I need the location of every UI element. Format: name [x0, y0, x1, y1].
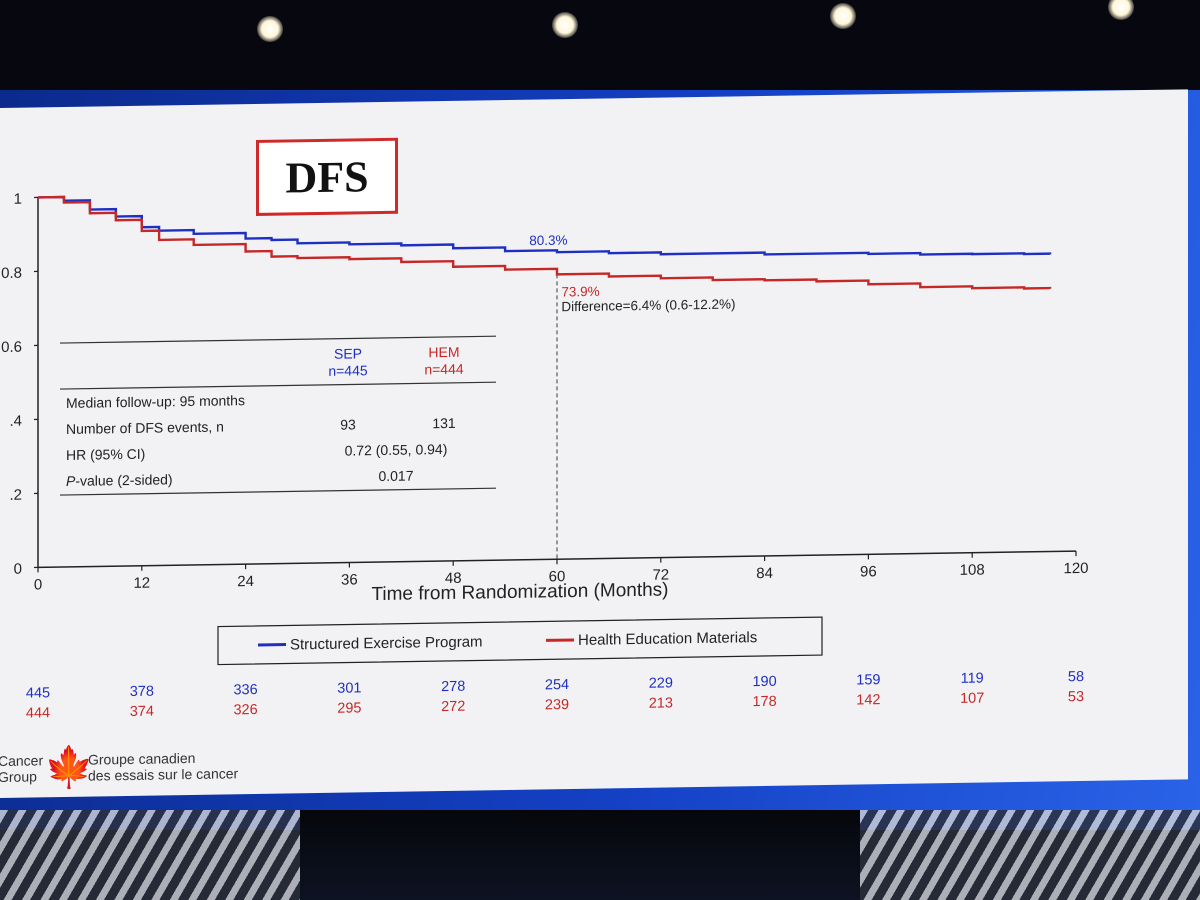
y-tick-label: 1 — [14, 191, 22, 208]
at-risk-sep: 229 — [649, 675, 673, 691]
at-risk-sep: 159 — [856, 672, 880, 688]
at-risk-sep: 445 — [26, 685, 50, 701]
cctg-logo: Cancer Group 🍁 Groupe canadien des essai… — [0, 738, 320, 803]
at-risk-hem: 444 — [26, 705, 50, 721]
at-risk-sep: 58 — [1068, 669, 1084, 685]
curve-annotation: 73.9% — [561, 284, 599, 300]
maple-leaf-icon: 🍁 — [44, 745, 94, 791]
ceiling-light — [257, 16, 283, 42]
at-risk-sep: 278 — [441, 679, 465, 695]
table-events-hem: 131 — [432, 415, 456, 431]
x-tick-label: 36 — [341, 571, 358, 588]
x-tick-label: 72 — [652, 566, 669, 583]
at-risk-hem: 178 — [752, 694, 776, 710]
y-tick-label: 0.8 — [1, 265, 22, 282]
x-tick-label: 12 — [133, 575, 150, 592]
at-risk-hem: 53 — [1068, 689, 1084, 705]
stage-floor — [300, 810, 860, 900]
legend-label-sep: Structured Exercise Program — [290, 633, 483, 653]
logo-right-line2: des essais sur le cancer — [88, 765, 239, 784]
stage-rail-left — [0, 810, 300, 900]
x-tick-label: 60 — [549, 568, 566, 585]
table-hr-value: 0.72 (0.55, 0.94) — [345, 441, 448, 459]
table-rule-bottom — [60, 487, 496, 496]
survival-curves — [38, 195, 1052, 290]
table-header-sep: SEP — [334, 345, 362, 361]
stats-table: SEP n=445 HEM n=444 Median follow-up: 95… — [60, 335, 496, 496]
at-risk-sep: 190 — [752, 674, 776, 690]
table-rule-header — [60, 381, 496, 390]
at-risk-hem: 239 — [545, 697, 569, 713]
at-risk-hem: 213 — [649, 695, 673, 711]
logo-left-line1: Cancer — [0, 752, 44, 770]
number-at-risk: 445 444 378 374 336 326 301 295 278 272 254 239 229 2… — [26, 669, 1084, 722]
ceiling-light — [552, 12, 578, 38]
table-p-value: 0.017 — [378, 468, 413, 485]
at-risk-sep: 336 — [233, 682, 257, 698]
presentation-slide: DFS 0.2.4 0.6 0.8 1 0 12 24 36 48 60 72 84 96 108 120… — [0, 89, 1188, 798]
logo-text-right: Groupe canadien des essais sur le cancer — [88, 749, 239, 784]
at-risk-sep: 301 — [337, 680, 361, 696]
y-ticks: 0 .2 .4 0.6 0.8 1 — [1, 191, 38, 578]
table-header-sep-n: n=445 — [328, 362, 368, 379]
x-tick-label: 24 — [237, 573, 254, 590]
stage-rail-right — [860, 810, 1200, 900]
y-tick-label: .2 — [9, 487, 22, 504]
table-p-label: P-value (2-sided) — [66, 471, 173, 489]
legend: Structured Exercise Program Health Educa… — [217, 616, 823, 666]
curve-annotation: Difference=6.4% (0.6-12.2%) — [561, 297, 735, 315]
at-risk-hem: 295 — [337, 700, 361, 716]
at-risk-hem: 326 — [233, 702, 257, 718]
table-p-italic: P — [66, 473, 76, 489]
logo-left-line2: Group — [0, 768, 37, 786]
at-risk-hem: 272 — [441, 699, 465, 715]
table-header-hem-n: n=444 — [424, 361, 464, 378]
legend-label-hem: Health Education Materials — [578, 629, 757, 649]
at-risk-hem: 107 — [960, 691, 984, 707]
at-risk-hem: 142 — [856, 692, 880, 708]
logo-text-left: Cancer Group — [0, 752, 43, 785]
x-ticks: 0 12 24 36 48 60 72 84 96 108 120 — [34, 551, 1089, 593]
x-tick-label: 120 — [1063, 560, 1088, 577]
table-followup: Median follow-up: 95 months — [66, 392, 245, 411]
table-header-hem: HEM — [428, 344, 459, 360]
curve-sep — [38, 195, 1052, 256]
table-hr-label: HR (95% CI) — [66, 446, 145, 463]
curve-annotations: 80.3% 73.9%Difference=6.4% (0.6-12.2%) — [529, 233, 735, 315]
at-risk-sep: 254 — [545, 677, 569, 693]
y-tick-label: 0 — [14, 561, 22, 578]
at-risk-sep: 119 — [961, 671, 984, 687]
x-tick-label: 108 — [960, 562, 985, 579]
table-p-rest: -value (2-sided) — [75, 471, 172, 489]
x-axis-label: Time from Randomization (Months) — [371, 579, 668, 605]
curve-annotation: 80.3% — [529, 233, 567, 249]
x-tick-label: 84 — [756, 565, 773, 582]
table-events-label: Number of DFS events, n — [66, 418, 224, 436]
x-tick-label: 96 — [860, 563, 877, 580]
x-tick-label: 48 — [445, 570, 462, 587]
y-tick-label: .4 — [9, 413, 22, 430]
at-risk-sep: 378 — [130, 684, 154, 700]
x-tick-label: 0 — [34, 576, 42, 593]
curve-hem — [38, 195, 1052, 290]
table-rule-top — [60, 335, 496, 344]
at-risk-hem: 374 — [130, 704, 154, 720]
table-events-sep: 93 — [340, 416, 356, 432]
ceiling-light — [830, 3, 856, 29]
ceiling-light — [1108, 0, 1134, 20]
y-tick-label: 0.6 — [1, 339, 22, 356]
legend-box — [217, 616, 823, 666]
km-chart: 0 .2 .4 0.6 0.8 1 0 12 24 36 48 60 72 84 96 108 120 80.… — [1, 191, 1089, 722]
